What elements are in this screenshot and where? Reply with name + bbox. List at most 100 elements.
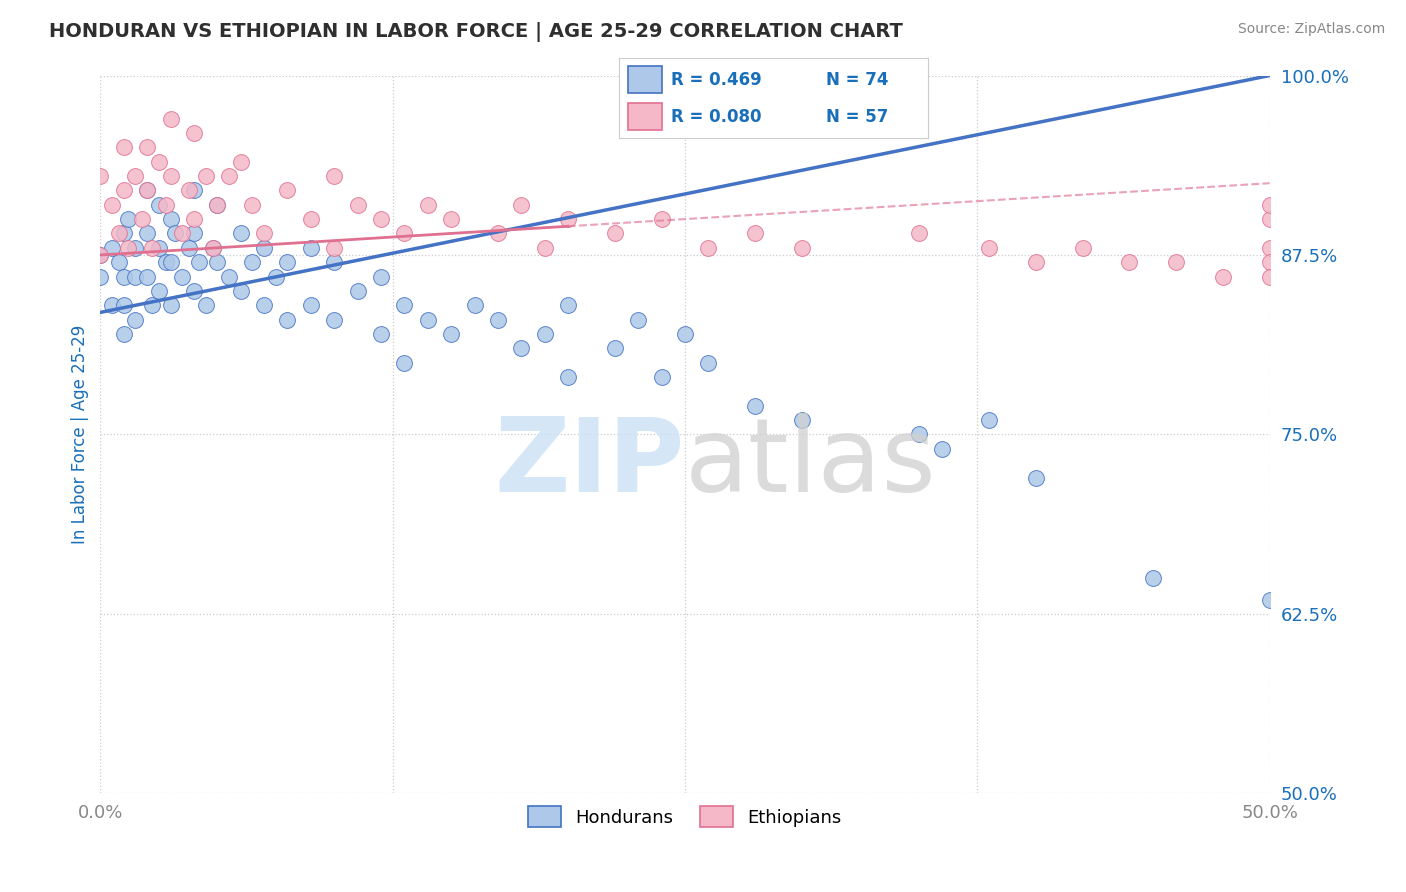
Point (264, 269, 287, 284)
Point (276, 183, 298, 197)
Point (533, 326, 555, 341)
Point (299, 212, 322, 227)
Point (603, 341, 626, 355)
Point (112, 326, 135, 341)
Point (464, 298, 486, 312)
Point (533, 241, 555, 255)
Point (1258, 592, 1281, 607)
Point (155, 255, 177, 269)
Point (124, 169, 146, 183)
Point (1258, 212, 1281, 227)
Point (240, 198, 263, 212)
Point (136, 183, 159, 197)
Point (229, 227, 252, 241)
Point (101, 298, 124, 312)
Point (1212, 269, 1234, 284)
Point (394, 227, 416, 241)
Point (1071, 241, 1094, 255)
Point (697, 356, 720, 370)
Point (183, 284, 205, 298)
Point (89, 169, 111, 183)
Point (124, 269, 146, 284)
Point (253, 241, 276, 255)
Point (253, 298, 276, 312)
Point (207, 198, 229, 212)
Point (416, 198, 439, 212)
Point (117, 241, 139, 255)
Point (159, 112, 181, 126)
Point (276, 312, 298, 326)
Point (159, 212, 181, 227)
Point (136, 269, 159, 284)
Text: Source: ZipAtlas.com: Source: ZipAtlas.com (1237, 22, 1385, 37)
Point (557, 370, 579, 384)
Point (159, 298, 181, 312)
Point (744, 227, 766, 241)
Point (194, 169, 217, 183)
Point (183, 227, 205, 241)
Point (673, 326, 696, 341)
Point (89, 269, 111, 284)
Point (89, 248, 111, 262)
Point (112, 227, 135, 241)
Point (486, 227, 509, 241)
Bar (628, 103, 662, 130)
Point (977, 241, 1000, 255)
Point (1166, 255, 1188, 269)
Point (207, 255, 229, 269)
Text: N = 57: N = 57 (825, 108, 889, 126)
Point (323, 312, 346, 326)
Point (141, 298, 163, 312)
Point (299, 241, 322, 255)
Point (136, 227, 159, 241)
Point (510, 198, 533, 212)
Point (486, 312, 509, 326)
Point (183, 183, 205, 197)
Point (394, 356, 416, 370)
Point (790, 241, 813, 255)
Point (124, 241, 146, 255)
Point (218, 169, 240, 183)
Point (1258, 269, 1281, 284)
Point (1025, 255, 1047, 269)
Point (240, 255, 263, 269)
Point (299, 298, 322, 312)
Point (440, 326, 463, 341)
Point (201, 241, 224, 255)
Point (557, 298, 579, 312)
Text: N = 74: N = 74 (825, 70, 889, 88)
Point (101, 241, 124, 255)
Point (908, 427, 931, 442)
Point (108, 227, 131, 241)
Point (744, 399, 766, 413)
Point (183, 126, 205, 140)
Point (1258, 255, 1281, 269)
Point (323, 255, 346, 269)
Point (276, 255, 298, 269)
Text: R = 0.080: R = 0.080 (671, 108, 762, 126)
Point (253, 227, 276, 241)
Point (627, 312, 650, 326)
Point (370, 212, 392, 227)
Point (112, 298, 135, 312)
Legend: Hondurans, Ethiopians: Hondurans, Ethiopians (522, 799, 849, 835)
Point (603, 227, 626, 241)
Point (977, 413, 1000, 427)
Point (159, 169, 181, 183)
Point (117, 212, 139, 227)
Point (131, 212, 153, 227)
Point (1025, 470, 1047, 484)
Point (207, 198, 229, 212)
Point (112, 269, 135, 284)
Point (141, 241, 163, 255)
Text: HONDURAN VS ETHIOPIAN IN LABOR FORCE | AGE 25-29 CORRELATION CHART: HONDURAN VS ETHIOPIAN IN LABOR FORCE | A… (49, 22, 903, 42)
Point (101, 198, 124, 212)
Point (148, 284, 170, 298)
Point (148, 198, 170, 212)
Point (1118, 255, 1140, 269)
Point (155, 198, 177, 212)
Point (172, 227, 194, 241)
Point (148, 241, 170, 255)
Point (124, 312, 146, 326)
Point (89, 248, 111, 262)
